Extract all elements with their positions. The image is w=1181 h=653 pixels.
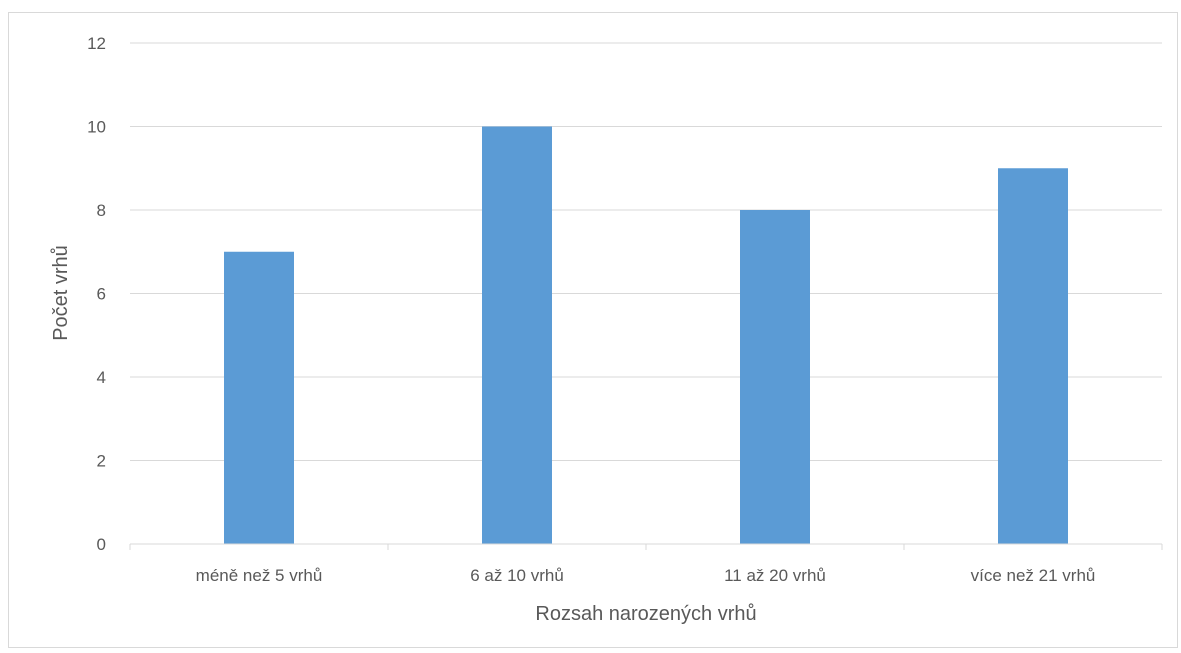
x-tick-label: 6 až 10 vrhů [470, 566, 564, 585]
bar [482, 126, 552, 544]
bar [998, 168, 1068, 544]
y-axis-tick-labels: 0 2 4 6 8 10 12 [87, 34, 106, 554]
gridlines [130, 42, 1162, 461]
x-axis-title: Rozsah narozených vrhů [535, 603, 756, 625]
bars [224, 126, 1068, 544]
y-tick-label: 6 [97, 285, 106, 304]
bar [740, 210, 810, 544]
y-axis-title: Počet vrhů [50, 245, 72, 341]
x-tick-label: více než 21 vrhů [971, 566, 1096, 585]
y-tick-label: 4 [97, 368, 106, 387]
y-tick-label: 8 [97, 201, 106, 220]
y-tick-label: 12 [87, 34, 106, 53]
bar [224, 251, 294, 544]
y-tick-label: 0 [97, 535, 106, 554]
x-tick-label: 11 až 20 vrhů [724, 566, 826, 585]
chart-frame [8, 12, 1178, 648]
x-axis-tick-labels: méně než 5 vrhů 6 až 10 vrhů 11 až 20 vrhů… [196, 566, 1096, 585]
y-tick-label: 2 [97, 452, 106, 471]
x-tick-label: méně než 5 vrhů [196, 566, 323, 585]
y-tick-label: 10 [87, 118, 106, 137]
x-axis [129, 543, 1163, 550]
